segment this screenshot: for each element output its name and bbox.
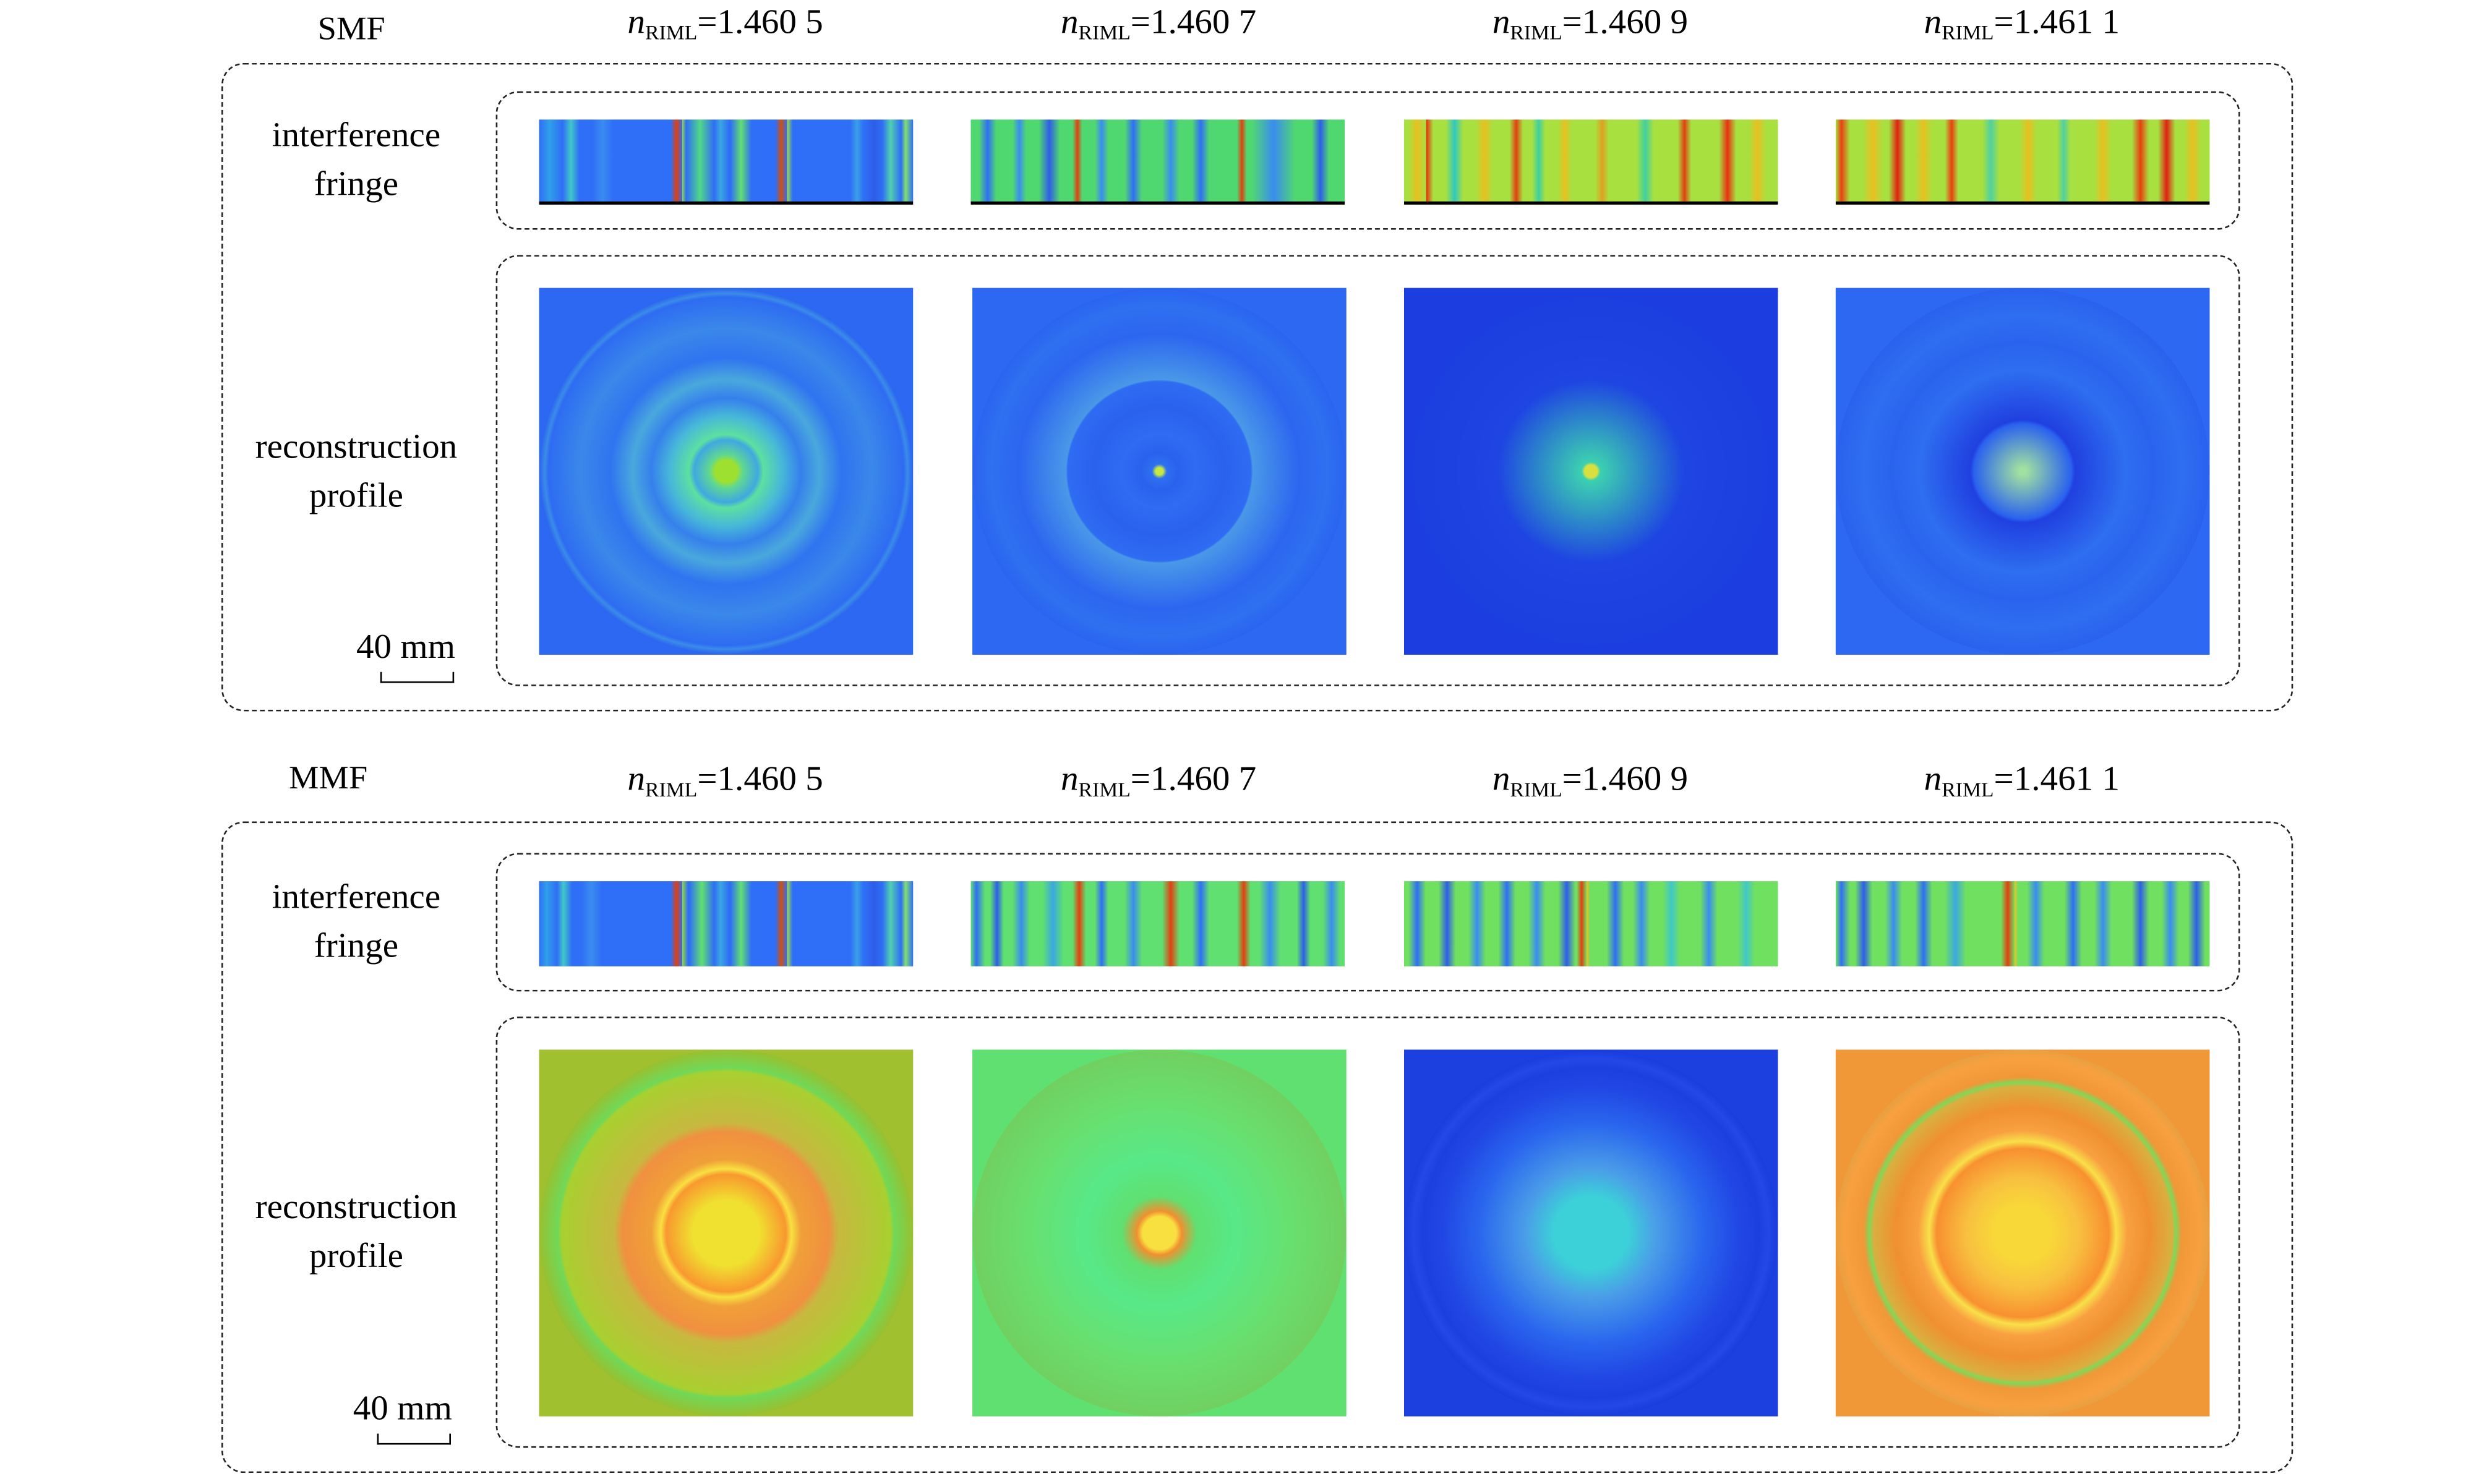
column-label: nRIML=1.460 9: [1492, 758, 1689, 801]
interference-fringe: [970, 881, 1345, 966]
interference-fringe: [1835, 881, 2210, 966]
panel-label-mmf: MMF: [288, 758, 368, 796]
scale-bar-label: 40 mm: [356, 626, 456, 666]
scale-bar: [377, 1433, 452, 1445]
row-label-interference: interference fringe: [272, 876, 441, 965]
row-label-reconstruction: reconstruction profile: [255, 426, 458, 515]
fringe-row-frame: [495, 91, 2240, 230]
column-label: nRIML=1.460 5: [627, 758, 823, 801]
reconstruction-profile: [972, 1049, 1347, 1417]
fringe-row-frame: [495, 853, 2240, 992]
interference-fringe: [1835, 119, 2210, 205]
panel-frame-mmf: [221, 821, 2293, 1473]
reconstruction-profile: [1835, 1049, 2210, 1417]
scale-bar: [380, 672, 455, 683]
column-label: nRIML=1.460 7: [1060, 1, 1257, 45]
scale-bar-label: 40 mm: [353, 1388, 452, 1428]
column-label: nRIML=1.460 5: [627, 1, 823, 45]
reconstruction-profile: [539, 288, 914, 655]
profile-row-frame: [495, 255, 2240, 686]
interference-fringe: [1404, 119, 1778, 205]
interference-fringe: [1404, 881, 1778, 966]
column-label: nRIML=1.461 1: [1924, 758, 2120, 801]
interference-fringe: [539, 119, 914, 205]
reconstruction-profile: [1835, 288, 2210, 655]
row-label-reconstruction: reconstruction profile: [255, 1186, 458, 1275]
reconstruction-profile: [1404, 1049, 1778, 1417]
row-label-interference: interference fringe: [272, 114, 441, 203]
interference-fringe: [970, 119, 1345, 205]
reconstruction-profile: [972, 288, 1347, 655]
column-label: nRIML=1.460 7: [1060, 758, 1257, 801]
panel-label-smf: SMF: [317, 9, 385, 48]
column-label: nRIML=1.461 1: [1924, 1, 2120, 45]
reconstruction-profile: [539, 1049, 914, 1417]
panel-frame-smf: [221, 62, 2293, 712]
profile-row-frame: [495, 1017, 2240, 1448]
interference-fringe: [539, 881, 914, 966]
column-label: nRIML=1.460 9: [1492, 1, 1689, 45]
reconstruction-profile: [1404, 288, 1778, 655]
